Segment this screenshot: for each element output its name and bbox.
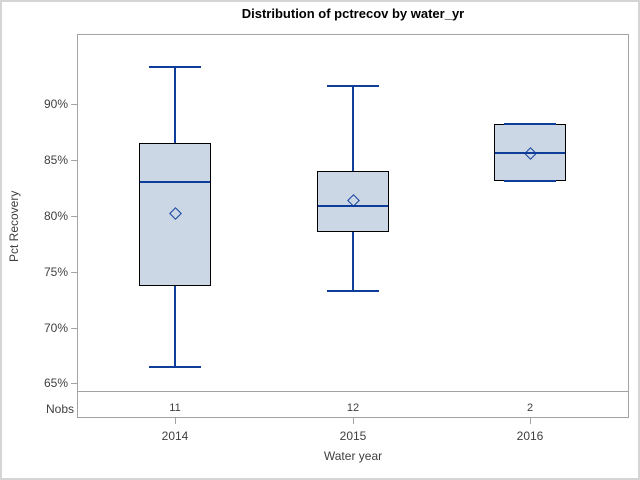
x-tick-mark — [175, 418, 176, 424]
whisker-cap-bottom — [504, 180, 556, 183]
whisker-cap-bottom — [327, 289, 379, 292]
y-tick-mark — [71, 272, 78, 273]
y-tick-label: 80% — [43, 209, 68, 223]
nobs-value: 11 — [169, 402, 181, 414]
median-line — [140, 181, 210, 184]
box-2014 — [139, 143, 211, 287]
nobs-value: 2 — [526, 402, 534, 414]
y-tick-label: 70% — [43, 321, 68, 335]
whisker-cap-top — [504, 123, 556, 126]
y-tick-mark — [71, 328, 78, 329]
y-tick-label: 65% — [43, 376, 68, 390]
y-tick-label: 75% — [43, 265, 68, 279]
x-category-label: 2016 — [516, 429, 544, 443]
chart-title: Distribution of pctrecov by water_yr — [241, 6, 465, 21]
x-tick-mark — [530, 418, 531, 424]
x-axis-title: Water year — [323, 449, 383, 463]
x-category-label: 2014 — [161, 429, 189, 443]
median-line — [495, 152, 565, 155]
whisker-cap-bottom — [149, 365, 201, 368]
y-tick-mark — [71, 104, 78, 105]
median-line — [318, 204, 388, 207]
y-tick-mark — [71, 383, 78, 384]
box-2015 — [317, 171, 389, 232]
whisker-cap-top — [149, 66, 201, 69]
nobs-separator-line — [77, 391, 629, 392]
y-tick-label: 90% — [43, 97, 68, 111]
y-tick-label: 85% — [43, 153, 68, 167]
nobs-row-label: Nobs — [45, 402, 74, 416]
y-tick-mark — [71, 160, 78, 161]
y-tick-mark — [71, 216, 78, 217]
nobs-value: 12 — [346, 402, 360, 414]
whisker-cap-top — [327, 85, 379, 88]
x-category-label: 2015 — [339, 429, 367, 443]
x-tick-mark — [353, 418, 354, 424]
